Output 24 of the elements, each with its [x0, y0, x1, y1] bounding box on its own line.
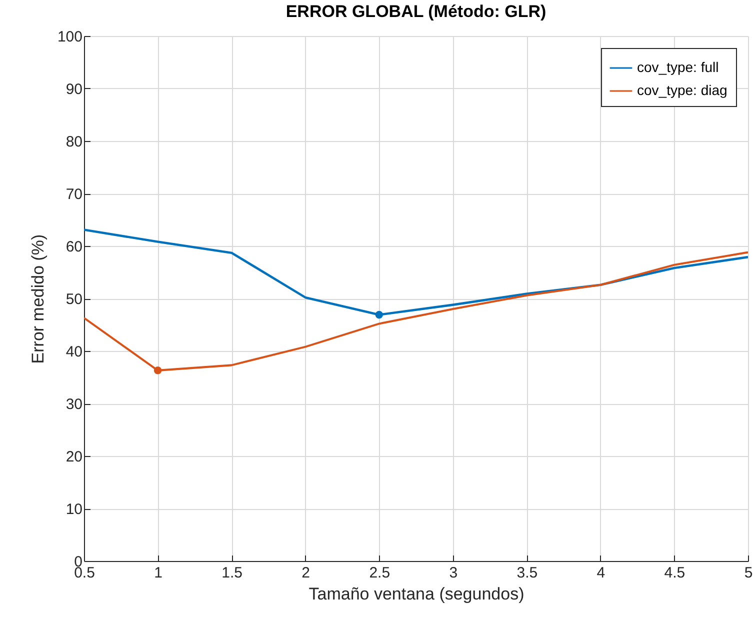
x-tick-label: 3: [449, 564, 458, 582]
y-tick-label: 80: [66, 134, 82, 150]
y-tick-label: 20: [66, 448, 82, 466]
legend-label: cov_type: full: [637, 59, 719, 75]
y-axis-title: Error medido (%): [28, 234, 48, 364]
y-tick-label: 30: [66, 396, 82, 413]
y-tick-label: 100: [57, 28, 82, 46]
y-tick-label: 50: [66, 291, 82, 308]
y-tick-label: 10: [66, 501, 82, 518]
x-tick-label: 2.5: [369, 564, 390, 582]
x-tick-label: 4: [596, 564, 606, 582]
x-tick-label: 1.5: [222, 564, 242, 582]
x-axis-title: Tamaño ventana (segundos): [308, 584, 524, 604]
x-tick-label: 4.5: [664, 564, 686, 582]
x-tick-label: 3.5: [516, 564, 538, 582]
x-tick-label: 5: [744, 564, 753, 582]
chart-title: ERROR GLOBAL (Método: GLR): [286, 2, 546, 21]
y-tick-label: 60: [66, 238, 82, 256]
y-tick-label: 90: [66, 81, 82, 98]
x-tick-label: 2: [302, 564, 310, 582]
y-tick-label: 70: [66, 186, 82, 203]
x-tick-label: 1: [154, 564, 162, 582]
y-tick-label: 40: [66, 344, 82, 360]
legend-label: cov_type: diag: [637, 82, 728, 98]
